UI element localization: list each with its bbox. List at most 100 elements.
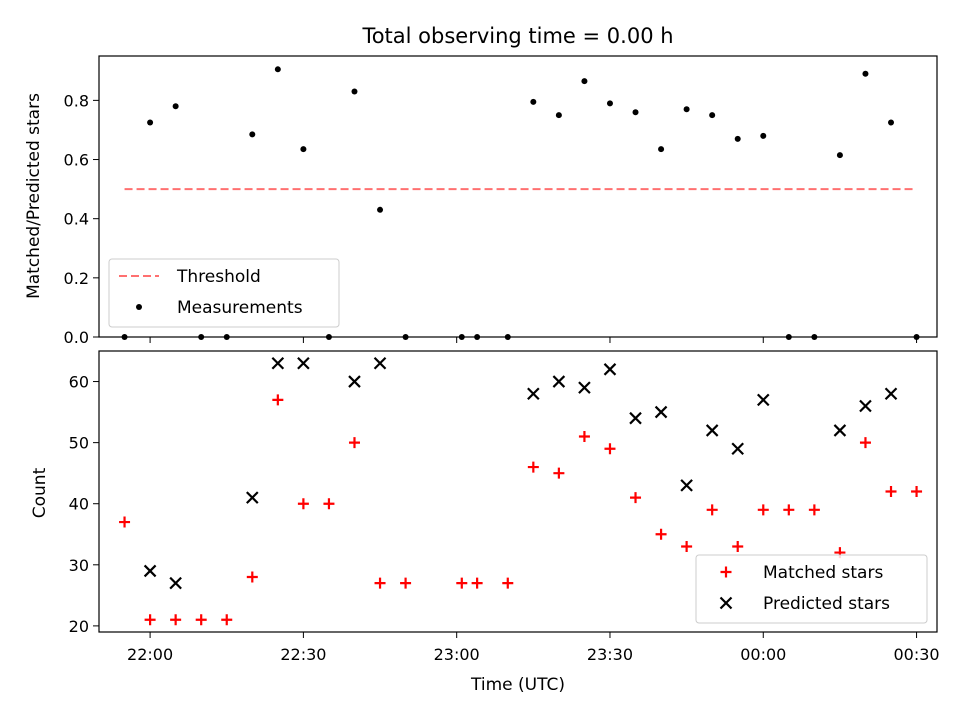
top-y-axis-label: Matched/Predicted stars [24,93,44,299]
predicted-star-point [756,393,770,407]
matched-star-point [578,431,590,443]
top-y-tick-label: 0.6 [64,151,89,170]
measurement-point [147,119,154,126]
measurement-point [836,152,843,159]
matched-star-point [170,614,182,626]
legend-measurements-swatch [136,304,142,310]
predicted-star-point [833,424,847,437]
bottom-panel: 20 30 40 50 60 22:00 22:30 23:00 23:30 00:00 00:30… [69,350,940,664]
matched-star-point [119,516,131,528]
measurement-point [581,78,588,85]
legend-predicted-swatch [719,596,733,610]
measurement-point [632,109,639,116]
measurement-point [683,106,690,113]
measurement-point [658,146,665,153]
measurement-point [249,131,256,138]
matched-star-point [783,504,795,516]
matched-star-point [885,486,897,497]
x-tick-label: 22:00 [127,645,173,664]
matched-star-point [144,614,156,626]
measurement-point [555,112,562,119]
x-tick-label: 23:30 [587,645,633,664]
predicted-star-point [629,411,642,425]
predicted-star-point [705,424,719,437]
matched-star-point [471,577,483,589]
matched-star-point [195,614,207,626]
predicted-star-point [884,387,898,401]
top-y-tick-label: 0.4 [64,210,89,229]
predicted-star-point [578,381,591,394]
predicted-star-point [859,399,872,413]
matched-star-point [911,486,923,497]
bottom-y-tick-label: 30 [69,556,89,575]
matched-star-point [272,394,284,406]
measurement-point [606,100,613,107]
measurement-point [300,146,307,153]
matched-star-point [246,571,258,583]
matched-star-point [297,498,309,510]
top-y-tick-label: 0.2 [64,269,89,288]
measurement-point [377,206,384,213]
matched-star-point [630,492,642,504]
bottom-y-tick-label: 60 [69,373,89,392]
x-tick-label: 23:00 [434,645,480,664]
predicted-star-point [527,387,540,401]
predicted-star-point [143,564,157,578]
matched-star-point [221,614,233,626]
measurement-point [274,66,281,73]
measurement-point [172,103,179,110]
predicted-star-point [246,491,259,504]
predicted-star-point [603,363,617,376]
predicted-star-point [297,356,310,370]
top-legend [108,258,340,328]
matched-star-point [859,437,871,449]
predicted-star-point [731,442,744,456]
predicted-star-point [680,479,693,492]
matched-star-point [400,577,412,589]
top-y-tick-label: 0.0 [64,328,89,347]
predicted-star-point [271,356,285,370]
x-tick-label: 00:00 [740,645,786,664]
matched-star-point [604,443,616,455]
legend-matched-swatch [720,566,732,578]
x-tick-label: 22:30 [280,645,326,664]
matched-star-point [757,504,769,516]
matched-star-point [527,461,539,473]
measurement-point [888,119,895,126]
x-tick-label: 00:30 [894,645,940,664]
top-plot-frame [98,55,938,338]
measurement-point [709,112,716,119]
x-axis-label: Time (UTC) [470,675,565,695]
matched-star-point [706,504,718,516]
matched-star-point [456,577,468,589]
predicted-star-point [373,356,387,370]
matched-star-point [681,540,693,552]
bottom-y-tick-label: 40 [69,495,89,514]
predicted-star-point [169,576,182,590]
matched-star-point [553,467,565,479]
top-y-tick-label: 0.8 [64,91,89,110]
bottom-y-axis-label: Count [30,467,50,518]
bottom-plot-frame [98,350,938,633]
measurement-point [530,98,537,105]
matched-star-point [732,540,744,552]
bottom-y-tick-label: 20 [69,617,89,636]
bottom-y-tick-label: 50 [69,434,89,453]
matched-star-point [808,504,820,516]
legend-threshold-label: Threshold [176,267,261,287]
top-panel: 0.0 0.2 0.4 0.6 0.8 Threshold Measurements [64,55,938,347]
measurement-point [760,132,767,139]
matched-star-point [348,437,360,449]
measurement-point [862,70,869,77]
matched-star-point [374,577,386,589]
measurement-point [734,135,741,142]
predicted-star-point [348,375,361,388]
matched-star-point [323,498,335,510]
predicted-star-point [654,405,668,419]
bottom-legend [695,554,928,624]
legend-matched-label: Matched stars [763,563,883,583]
legend-predicted-label: Predicted stars [763,594,890,614]
matched-star-point [502,577,514,589]
measurement-point [351,88,358,95]
